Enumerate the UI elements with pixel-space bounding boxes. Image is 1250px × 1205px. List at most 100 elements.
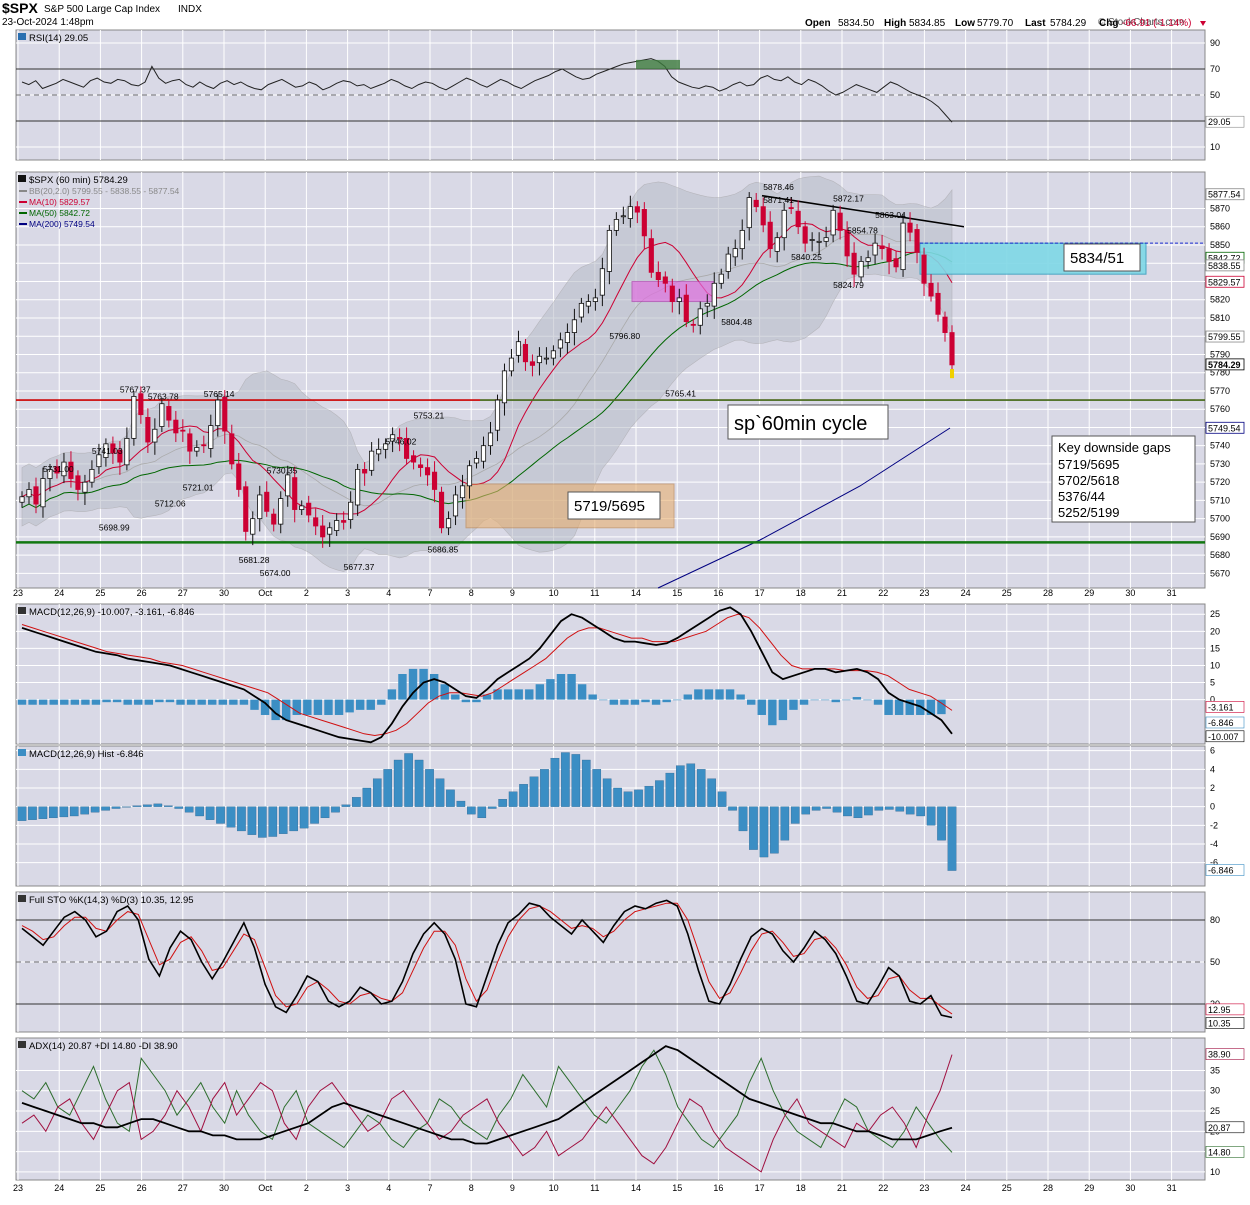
candle-body [19, 496, 25, 503]
macd-hist-bar [176, 699, 185, 705]
price-label: 5763.78 [148, 391, 179, 401]
macd-hist-bar [461, 699, 471, 703]
macd-histogram-bar [414, 759, 424, 807]
macd-hist-bar [387, 689, 397, 700]
macd-hist-bar [260, 699, 270, 715]
macd-histogram-bar [780, 806, 790, 841]
price-label: 5731.00 [43, 464, 74, 474]
macd-histogram-bar [759, 806, 769, 858]
y-tick-label: 5760 [1210, 404, 1230, 414]
macd-histogram-bar [268, 806, 278, 837]
candle-body [376, 448, 382, 455]
x-tick-label: 21 [837, 588, 847, 598]
macd-histogram-bar [947, 806, 957, 871]
candle-icon [18, 175, 26, 182]
price-label: 5677.37 [344, 562, 375, 572]
macd-histogram-bar [59, 806, 69, 818]
candle-body [466, 465, 473, 487]
candle-body [949, 332, 955, 366]
minus-di-line [21, 1054, 953, 1173]
y-tick-label: -4 [1210, 839, 1218, 849]
candle-body [152, 428, 158, 443]
panel-background [15, 1037, 1206, 1181]
candle-body [404, 437, 410, 459]
candle-body [907, 222, 913, 233]
open-label: Open [805, 18, 831, 29]
candle-body [515, 341, 522, 356]
x-tick-label: 28 [1043, 1183, 1053, 1193]
value-label-box [1205, 1003, 1245, 1016]
candle-body [487, 432, 494, 447]
candle-body [61, 461, 67, 477]
candle-body [851, 252, 857, 275]
macd-histogram-bar [498, 799, 507, 807]
price-label: 5730.35 [267, 465, 298, 475]
value-label-box [1205, 701, 1245, 713]
macd-hist-bar [229, 699, 238, 705]
macd-hist-bar [197, 699, 206, 705]
macd-histogram-bar [529, 776, 539, 807]
indicator-icon [18, 895, 26, 902]
macd-histogram-bar [561, 752, 570, 807]
candle-body [564, 332, 570, 343]
candle-body [187, 433, 193, 452]
x-tick-label: 4 [386, 588, 391, 598]
y-tick-label: -6 [1210, 858, 1218, 868]
candle-body [348, 501, 354, 520]
macd-histogram-bar [69, 806, 79, 817]
gap2-label-box [1063, 243, 1141, 272]
low-label: Low [955, 18, 975, 29]
candle-body [606, 229, 612, 272]
macd-hist-bar [799, 699, 809, 705]
annotations: 5719/5695 5834/51 sp`60min cycle Key downsi… [567, 243, 1196, 523]
x-tick-label: 7 [427, 588, 432, 598]
macd-histogram-bar [393, 759, 403, 807]
y-tick-label: 5870 [1210, 203, 1230, 213]
adx-line [21, 1045, 953, 1145]
value-label: 5749.54 [1208, 423, 1241, 433]
macd-histogram-bar [738, 806, 748, 832]
candle-body [809, 239, 815, 241]
candle-body [830, 209, 836, 236]
x-tick-label: 15 [672, 1183, 682, 1193]
key-gaps-box [1051, 435, 1196, 523]
y-tick-label: 80 [1210, 915, 1220, 925]
value-label: -6.846 [1208, 718, 1234, 728]
y-tick-label: 2 [1210, 783, 1215, 793]
x-tick-label: 8 [469, 1183, 474, 1193]
value-label-box [1205, 259, 1245, 272]
last-value: 5784.29 [1050, 18, 1087, 29]
last-candle-marker [950, 369, 954, 379]
panel-title: MACD(12,26,9) Hist -6.846 [29, 749, 144, 760]
candle-body [578, 302, 584, 318]
candle-body [145, 417, 151, 443]
x-tick-label: 27 [178, 588, 188, 598]
x-tick-label: 3 [345, 1183, 350, 1193]
candle-body [418, 464, 424, 468]
price-label: 5741.03 [92, 446, 123, 456]
macd-hist-bar [91, 699, 101, 705]
candle-body [33, 486, 39, 505]
y-tick-label: 5790 [1210, 349, 1230, 359]
y-tick-label: 50 [1210, 957, 1220, 967]
price-label: 5878.46 [763, 182, 794, 192]
candle-body [411, 455, 417, 463]
y-tick-label: 5780 [1210, 368, 1230, 378]
macd-hist-bar [271, 699, 280, 721]
candle-body [285, 474, 291, 497]
candle-body [522, 344, 529, 363]
price-label: 5767.37 [120, 385, 151, 395]
candle-body [634, 206, 640, 213]
macd-histogram-bar [289, 806, 298, 832]
x-tick-label: 16 [713, 588, 723, 598]
high-label: High [884, 18, 906, 29]
candle-body [879, 245, 885, 250]
candle-body [865, 257, 871, 262]
x-tick-label: 11 [590, 1183, 599, 1193]
legend-entry: BB(20,2.0) 5799.55 - 5838.55 - 5877.54 [29, 186, 180, 196]
y-tick-label: 70 [1210, 64, 1220, 74]
candle-body [299, 505, 305, 510]
price-label: 5871.41 [763, 195, 794, 205]
macd-histogram-bar [665, 772, 675, 807]
legend-entry: MA(200) 5749.54 [29, 219, 95, 229]
